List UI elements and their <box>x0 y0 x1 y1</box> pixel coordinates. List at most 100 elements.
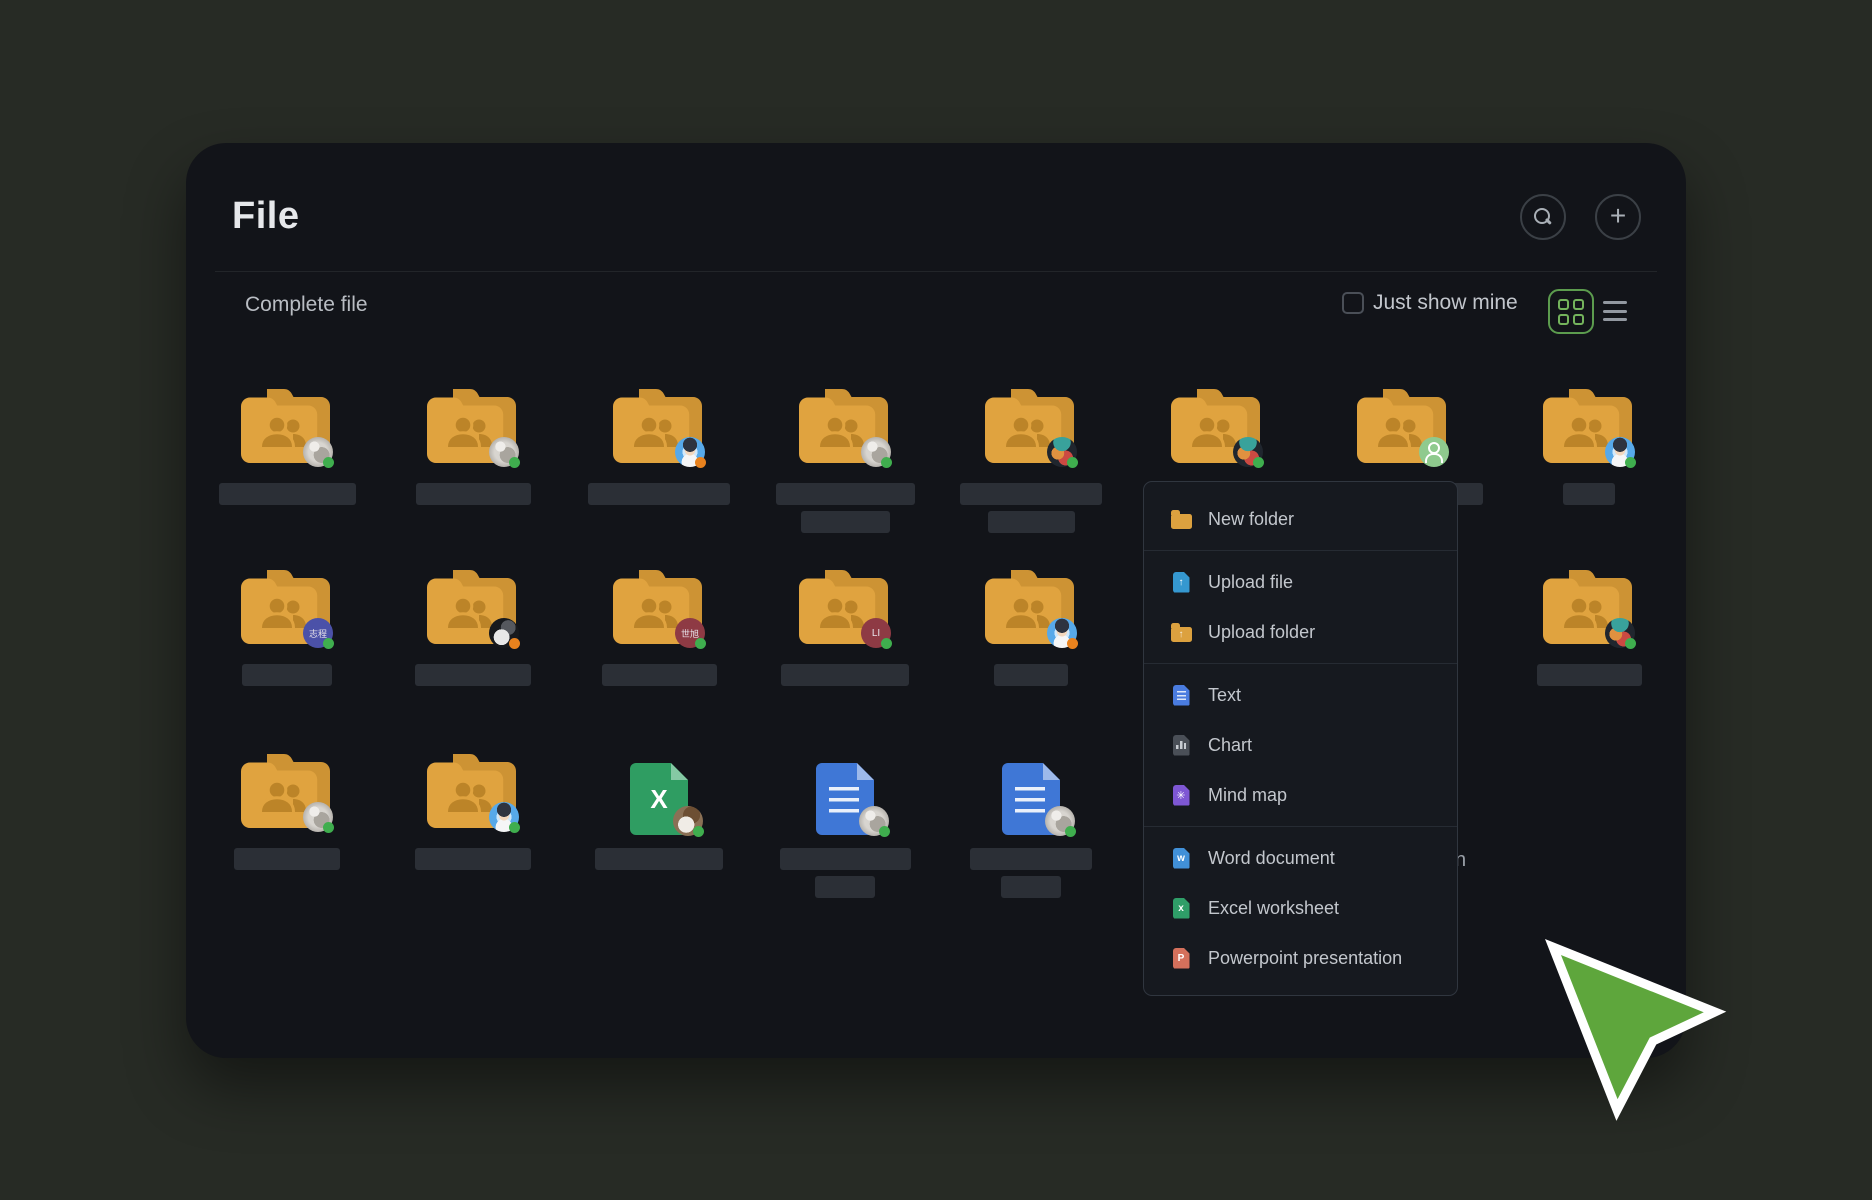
file-name-placeholder <box>415 664 531 686</box>
add-button[interactable]: + <box>1595 194 1641 240</box>
menu-item-text[interactable]: Text <box>1144 670 1457 720</box>
file-name-placeholder <box>1563 483 1615 505</box>
folder-tile[interactable]: 志程 <box>194 566 380 686</box>
grid-view-toggle[interactable] <box>1548 289 1594 334</box>
folder-tile[interactable] <box>380 566 566 686</box>
avatar <box>675 437 706 468</box>
avatar <box>489 802 520 833</box>
file-manager-window: File + Complete file Just show mine <box>186 143 1686 1058</box>
menu-item-new-folder[interactable]: New folder <box>1144 494 1457 544</box>
plus-icon: + <box>1609 199 1627 231</box>
avatar: 志程 <box>303 618 334 649</box>
file-upload-icon: ↑ <box>1173 572 1190 593</box>
avatar <box>303 802 334 833</box>
menu-group-create-office: w Word document x Excel worksheet P Powe… <box>1144 826 1457 989</box>
file-name-placeholder <box>595 848 723 870</box>
excel-file-tile[interactable]: X <box>566 750 752 870</box>
folder-tile[interactable]: 世旭 <box>566 566 752 686</box>
menu-item-excel-worksheet[interactable]: x Excel worksheet <box>1144 883 1457 933</box>
folder-tile[interactable] <box>938 566 1124 686</box>
folder-tile[interactable] <box>194 385 380 505</box>
shared-people-badge-icon <box>1419 437 1449 467</box>
status-dot <box>509 822 520 833</box>
menu-item-word-document[interactable]: w Word document <box>1144 833 1457 883</box>
status-dot <box>695 457 706 468</box>
occluded-filename-fragment: n <box>1455 849 1467 871</box>
file-name-placeholder <box>218 483 356 505</box>
chart-file-icon <box>1173 735 1190 756</box>
status-dot <box>693 826 704 837</box>
word-file-icon: w <box>1173 848 1190 869</box>
avatar: 世旭 <box>675 618 706 649</box>
page-title: File <box>232 195 300 237</box>
avatar <box>861 437 892 468</box>
file-name-placeholder <box>775 483 915 505</box>
avatar <box>489 437 520 468</box>
file-name-placeholder <box>588 483 730 505</box>
menu-item-chart[interactable]: Chart <box>1144 720 1457 770</box>
menu-item-mind-map[interactable]: ✳ Mind map <box>1144 770 1457 820</box>
folder-tile[interactable] <box>938 385 1124 533</box>
menu-item-upload-folder[interactable]: ↑ Upload folder <box>1144 607 1457 657</box>
status-dot <box>1067 457 1078 468</box>
file-name-placeholder <box>987 511 1075 533</box>
avatar <box>303 437 334 468</box>
menu-item-upload-file[interactable]: ↑ Upload file <box>1144 557 1457 607</box>
ppt-file-icon: P <box>1173 948 1190 969</box>
status-dot <box>1625 457 1636 468</box>
status-dot <box>1067 638 1078 649</box>
text-document-icon <box>816 763 874 835</box>
folder-tile[interactable] <box>194 750 380 870</box>
file-name-placeholder <box>994 664 1068 686</box>
section-label: Complete file <box>245 293 368 316</box>
folder-tile[interactable] <box>1496 566 1682 686</box>
status-dot <box>1253 457 1264 468</box>
folder-tile[interactable]: LI <box>752 566 938 686</box>
status-dot <box>509 638 520 649</box>
avatar: LI <box>861 618 892 649</box>
avatar-initials: 世旭 <box>680 628 699 639</box>
just-show-mine-label: Just show mine <box>1373 291 1518 314</box>
avatar <box>489 618 520 649</box>
just-show-mine-checkbox[interactable] <box>1342 292 1364 314</box>
mindmap-file-icon: ✳ <box>1173 785 1190 806</box>
grid-view-icon <box>1558 298 1569 310</box>
avatar <box>859 806 890 837</box>
avatar <box>1047 437 1078 468</box>
menu-group-create-native: Text Chart ✳ Mind map <box>1144 663 1457 826</box>
status-dot <box>1065 826 1076 837</box>
avatar-initials: LI <box>871 627 881 639</box>
menu-group-upload: ↑ Upload file ↑ Upload folder <box>1144 550 1457 663</box>
folder-tile[interactable] <box>380 750 566 870</box>
menu-item-powerpoint-presentation[interactable]: P Powerpoint presentation <box>1144 933 1457 983</box>
status-dot <box>879 826 890 837</box>
folder-tile[interactable] <box>380 385 566 505</box>
folder-upload-icon: ↑ <box>1170 623 1192 642</box>
file-name-placeholder <box>415 483 531 505</box>
search-button[interactable] <box>1520 194 1566 240</box>
status-dot <box>881 457 892 468</box>
folder-tile[interactable] <box>566 385 752 505</box>
status-dot <box>881 638 892 649</box>
avatar <box>1605 437 1636 468</box>
list-view-toggle[interactable] <box>1603 299 1627 323</box>
file-name-placeholder <box>960 483 1102 505</box>
cursor-icon <box>1545 938 1727 1121</box>
file-name-placeholder <box>242 664 332 686</box>
file-name-placeholder <box>815 876 875 898</box>
document-file-tile[interactable] <box>752 750 938 898</box>
header-divider <box>215 271 1657 272</box>
avatar <box>1047 618 1078 649</box>
excel-file-icon: x <box>1173 898 1190 919</box>
folder-tile[interactable] <box>752 385 938 533</box>
status-dot <box>323 638 334 649</box>
folder-tile[interactable] <box>1496 385 1682 505</box>
search-icon <box>1534 208 1552 226</box>
document-file-tile[interactable] <box>938 750 1124 898</box>
avatar <box>673 806 704 837</box>
file-name-placeholder <box>234 848 340 870</box>
avatar <box>1233 437 1264 468</box>
file-name-placeholder <box>781 664 909 686</box>
status-dot <box>695 638 706 649</box>
just-show-mine-filter[interactable]: Just show mine <box>1342 291 1518 315</box>
